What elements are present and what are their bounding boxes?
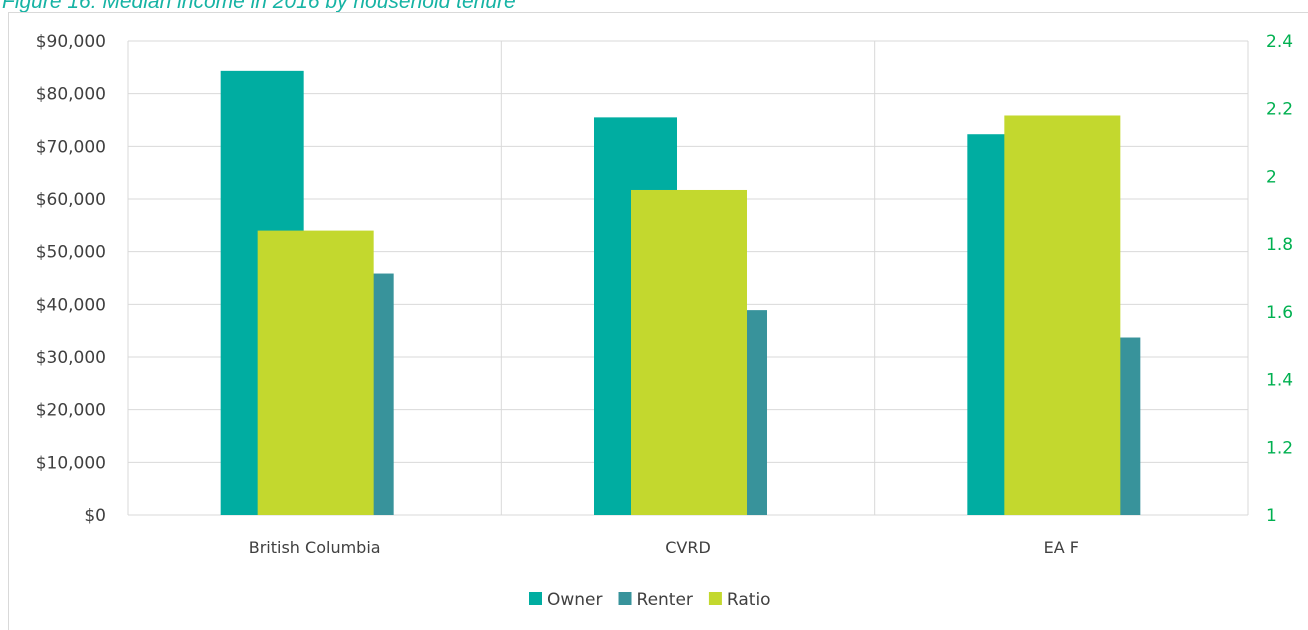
- y-left-tick-label: $20,000: [36, 401, 106, 421]
- chart-frame: [8, 12, 1308, 630]
- legend-label: Ratio: [727, 590, 771, 610]
- legend-swatch: [618, 592, 632, 605]
- x-category-label: British Columbia: [249, 538, 381, 557]
- y-right-tick-label: 1.2: [1266, 438, 1293, 458]
- bars: [220, 70, 1141, 516]
- y-left-tick-label: $90,000: [36, 32, 106, 52]
- y-right-tick-label: 1.4: [1266, 371, 1293, 391]
- y-right-tick-label: 1.6: [1266, 303, 1293, 323]
- y-left-tick-label: $10,000: [36, 453, 106, 473]
- y-left-tick-label: $30,000: [36, 348, 106, 368]
- y-left-tick-label: $50,000: [36, 243, 106, 263]
- y-right-tick-label: 1: [1266, 506, 1277, 526]
- figure-title: Figure 16: Median income in 2016 by hous…: [2, 0, 516, 13]
- y-left-tick-label: $70,000: [36, 137, 106, 157]
- axes: $0 $10,000 $20,000 $30,000 $40,000 $50,000 $60…: [36, 32, 1293, 557]
- legend-swatch: [708, 592, 722, 605]
- legend-swatch: [529, 592, 542, 605]
- bar-ratio: [631, 189, 747, 515]
- y-right-tick-label: 2.2: [1266, 100, 1293, 120]
- x-category-label: EA F: [1044, 538, 1079, 557]
- x-category-label: CVRD: [665, 538, 711, 557]
- y-right-tick-label: 1.8: [1266, 235, 1293, 255]
- y-left-tick-label: $40,000: [36, 295, 106, 315]
- bar-ratio: [1004, 115, 1121, 515]
- legend-label: Renter: [637, 590, 693, 610]
- y-left-tick-label: $0: [84, 506, 106, 526]
- y-left-tick-label: $60,000: [36, 190, 106, 210]
- legend-label: Owner: [547, 590, 603, 610]
- y-right-tick-label: 2.4: [1266, 32, 1293, 52]
- bar-ratio: [257, 230, 374, 515]
- y-left-tick-label: $80,000: [36, 85, 106, 105]
- legend: Owner Renter Ratio: [529, 590, 771, 610]
- y-right-tick-label: 2: [1266, 167, 1277, 187]
